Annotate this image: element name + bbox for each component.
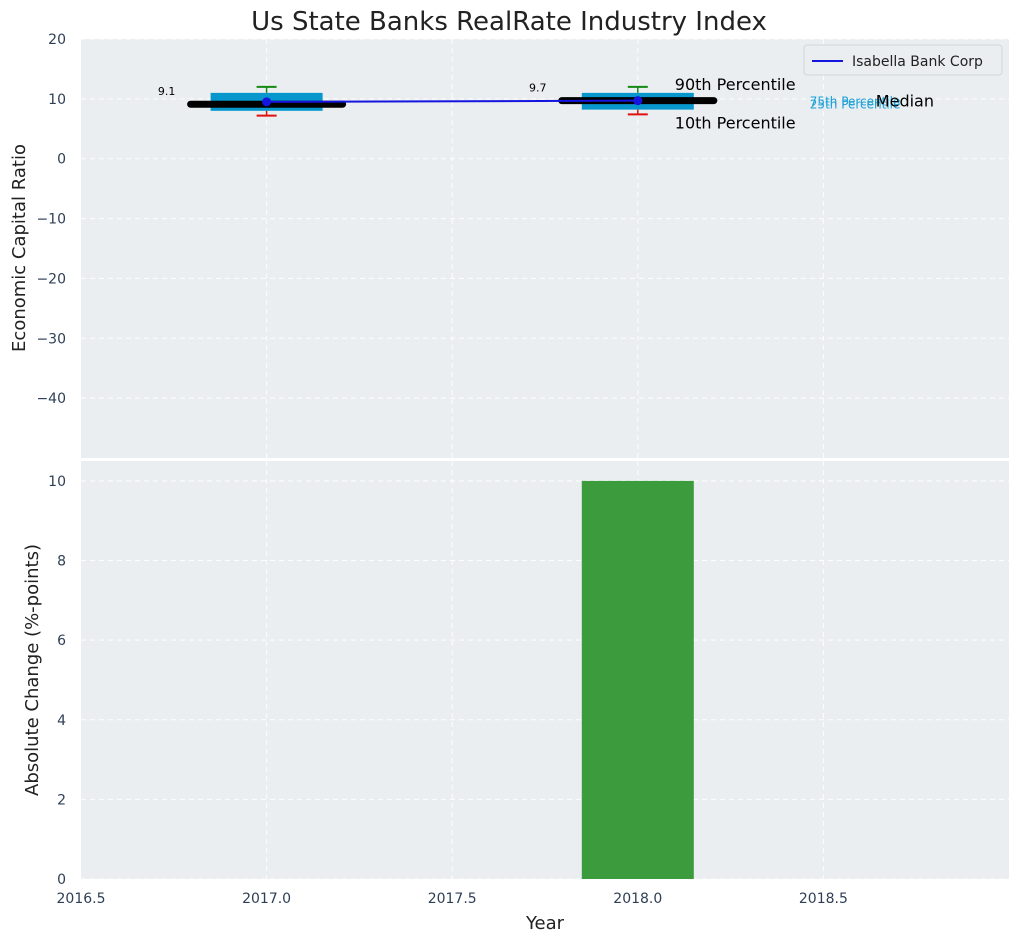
bottom-panel: 0 2 4 6 8 10 Absolute Change (%-points) 2016.… — [22, 461, 1009, 934]
top-y-tick-label: 0 — [57, 152, 66, 168]
bottom-y-tick-label: 6 — [57, 633, 66, 649]
company-point — [633, 96, 643, 106]
top-y-tick-label: −20 — [36, 271, 66, 287]
legend-box — [803, 44, 1003, 76]
x-tick-label: 2016.5 — [57, 891, 106, 907]
top-y-tick-label: −10 — [36, 212, 66, 228]
bottom-y-axis-label: Absolute Change (%-points) — [22, 544, 43, 796]
top-marks: 9.1 9.7 90th Percentile 10th Percentile 75th… — [158, 75, 934, 133]
bottom-y-tick-label: 2 — [57, 792, 66, 808]
bottom-panel-background — [81, 461, 1009, 879]
top-y-axis-label: Economic Capital Ratio — [9, 144, 30, 352]
bottom-y-tick-label: 10 — [48, 474, 66, 490]
top-panel: 20 10 0 −10 −20 −30 −40 Economic Capital Ratio… — [9, 32, 1009, 458]
legend: Isabella Bank Corp — [803, 44, 1003, 76]
top-y-tick-label: −30 — [36, 331, 66, 347]
top-y-tick-label: 10 — [48, 92, 66, 108]
x-axis-label: Year — [525, 913, 565, 934]
annotation-p10: 10th Percentile — [675, 113, 796, 132]
bottom-y-ticks: 0 2 4 6 8 10 — [48, 474, 66, 888]
top-y-tick-label: 20 — [48, 32, 66, 48]
company-line — [266, 99, 638, 103]
x-tick-label: 2018.5 — [799, 891, 848, 907]
bottom-y-tick-label: 8 — [57, 554, 66, 570]
annotation-p25: 25th Percentile — [810, 98, 901, 112]
x-tick-label: 2018.0 — [613, 891, 662, 907]
x-ticks: 2016.5 2017.0 2017.5 2018.0 2018.5 — [57, 891, 848, 907]
bottom-y-tick-label: 0 — [57, 872, 66, 888]
x-tick-label: 2017.5 — [428, 891, 477, 907]
bottom-y-tick-label: 4 — [57, 713, 66, 729]
chart-title: Us State Banks RealRate Industry Index — [251, 7, 767, 37]
company-point — [262, 97, 272, 107]
annotation-median: Median — [876, 92, 934, 111]
x-tick-label: 2017.0 — [242, 891, 291, 907]
bottom-grid — [81, 461, 1009, 880]
median-value-label: 9.1 — [158, 85, 176, 98]
change-bar — [581, 480, 694, 879]
bottom-marks — [581, 480, 694, 879]
top-y-ticks: 20 10 0 −10 −20 −30 −40 — [36, 32, 66, 407]
annotation-p75: 75th Percentile — [810, 95, 901, 109]
median-value-label: 9.7 — [529, 82, 547, 95]
legend-label: Isabella Bank Corp — [852, 54, 983, 70]
annotation-p90: 90th Percentile — [675, 75, 796, 94]
top-y-tick-label: −40 — [36, 391, 66, 407]
